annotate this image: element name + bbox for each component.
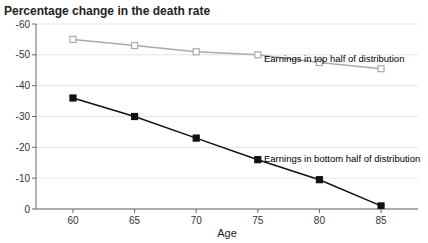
marker	[378, 203, 384, 209]
tick-label: -40	[16, 80, 31, 91]
marker	[70, 95, 76, 101]
tick-label: 65	[129, 215, 141, 226]
grid-line	[36, 209, 418, 210]
tick-label: 85	[375, 215, 387, 226]
tick-mark	[32, 147, 36, 148]
marker	[255, 157, 261, 163]
x-axis-label: Age	[217, 227, 237, 239]
annotation: Earnings in bottom half of distribution	[264, 153, 420, 164]
tick-mark	[134, 209, 135, 213]
grid-line	[36, 116, 418, 117]
tick-mark	[319, 209, 320, 213]
tick-label: 70	[191, 215, 203, 226]
tick-label: -60	[16, 19, 31, 30]
grid-line	[36, 24, 418, 25]
tick-mark	[257, 209, 258, 213]
annotation: Earnings in top half of distribution	[264, 53, 404, 64]
grid-line	[36, 178, 418, 179]
x-axis-line	[36, 209, 418, 210]
tick-label: 0	[24, 204, 30, 215]
tick-label: 60	[67, 215, 79, 226]
tick-mark	[32, 116, 36, 117]
tick-label: -10	[16, 173, 31, 184]
tick-mark	[32, 209, 36, 210]
tick-label: -20	[16, 142, 31, 153]
marker	[70, 36, 76, 42]
tick-mark	[32, 54, 36, 55]
marker	[378, 66, 384, 72]
marker	[132, 114, 138, 120]
tick-mark	[72, 209, 73, 213]
grid-line	[36, 85, 418, 86]
marker	[316, 177, 322, 183]
tick-mark	[381, 209, 382, 213]
tick-label: -30	[16, 111, 31, 122]
tick-mark	[196, 209, 197, 213]
tick-mark	[32, 24, 36, 25]
chart: Percentage change in the death rate 0 -10 -…	[0, 0, 428, 243]
grid-line	[36, 147, 418, 148]
marker	[255, 52, 261, 58]
tick-label: -50	[16, 49, 31, 60]
tick-mark	[32, 178, 36, 179]
tick-label: 75	[252, 215, 264, 226]
series-line	[73, 98, 381, 206]
marker	[132, 43, 138, 49]
tick-label: 80	[314, 215, 326, 226]
title: Percentage change in the death rate	[4, 4, 210, 18]
marker	[193, 49, 199, 55]
y-axis-line	[36, 24, 37, 209]
tick-mark	[32, 85, 36, 86]
marker	[193, 135, 199, 141]
